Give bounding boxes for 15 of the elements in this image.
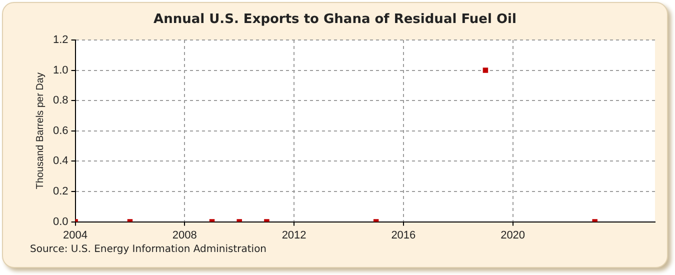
y-tick-label: 0.6 — [52, 124, 68, 137]
x-tick-label: 2004 — [63, 229, 88, 242]
y-tick-label: 0.8 — [52, 94, 68, 107]
x-tick-label: 2016 — [391, 229, 416, 242]
y-tick-label: 0.2 — [52, 186, 68, 198]
y-tick-label: 0.0 — [52, 216, 68, 228]
y-tick-label: 1.2 — [52, 34, 68, 46]
y-tick-label: 1.0 — [52, 64, 68, 76]
source-note: Source: U.S. Energy Information Administration — [30, 244, 267, 255]
x-tick-label: 2008 — [172, 229, 197, 242]
chart-title: Annual U.S. Exports to Ghana of Residual Fuel Oil — [152, 12, 518, 27]
y-axis-title: Thousand Barrels per Day — [34, 72, 46, 190]
y-tick-label: 0.4 — [52, 155, 68, 168]
x-tick-label: 2020 — [500, 229, 526, 242]
x-tick-label: 2012 — [282, 229, 306, 242]
